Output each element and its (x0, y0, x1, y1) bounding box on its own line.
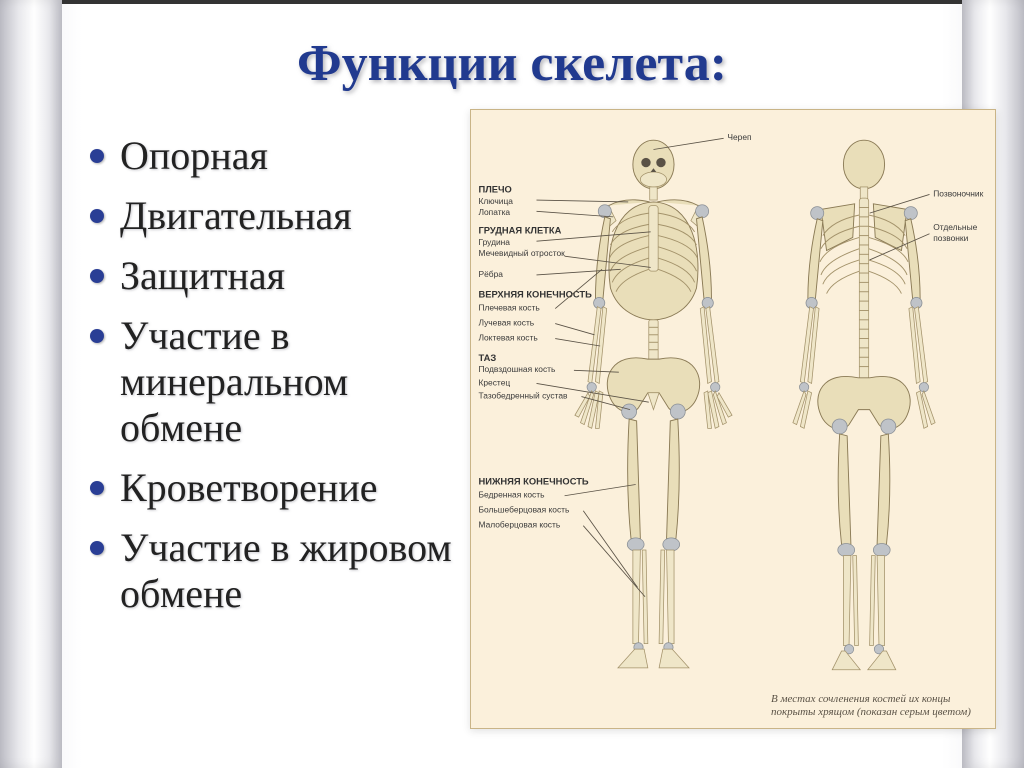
label-femur: Бедренная кость (478, 490, 545, 500)
bullet-dot-icon (90, 541, 104, 555)
list-item: Двигательная (90, 193, 460, 239)
bullet-dot-icon (90, 209, 104, 223)
heading-pelvis: ТАЗ (478, 353, 496, 363)
label-humerus: Плечевая кость (478, 302, 540, 312)
label-ulna: Локтевая кость (478, 332, 538, 342)
slide-body: Опорная Двигательная Защитная Участие в … (20, 109, 1004, 748)
label-tibia: Большеберцовая кость (478, 505, 570, 515)
list-item: Участие в жировом обмене (90, 525, 460, 617)
heading-shoulder: ПЛЕЧО (478, 185, 511, 195)
label-scapula: Лопатка (478, 207, 510, 217)
bullet-dot-icon (90, 269, 104, 283)
bullet-list: Опорная Двигательная Защитная Участие в … (90, 109, 460, 631)
skeleton-back (793, 140, 935, 670)
slide-content: Функции скелета: Опорная Двигательная За… (0, 0, 1024, 768)
list-item: Участие в минеральном обмене (90, 313, 460, 451)
label-vertebrae-2: позвонки (933, 233, 968, 243)
bullet-text: Участие в минеральном обмене (120, 313, 460, 451)
list-item: Кроветворение (90, 465, 460, 511)
label-clavicle: Ключица (478, 196, 513, 206)
slide-title: Функции скелета: (20, 34, 1004, 93)
list-item: Опорная (90, 133, 460, 179)
label-sternum: Грудина (478, 237, 510, 247)
list-item: Защитная (90, 253, 460, 299)
skeleton-front (575, 140, 732, 668)
heading-thorax: ГРУДНАЯ КЛЕТКА (478, 226, 561, 236)
label-sacrum: Крестец (478, 377, 510, 387)
bullet-text: Двигательная (120, 193, 352, 239)
label-vertebrae-1: Отдельные (933, 222, 977, 232)
label-spine: Позвоночник (933, 188, 983, 198)
heading-upper-limb: ВЕРХНЯЯ КОНЕЧНОСТЬ (478, 289, 592, 299)
skeleton-diagram: Череп ПЛЕЧО Ключица Лопатка ГРУДНАЯ КЛЕТ… (470, 109, 996, 729)
bullet-text: Участие в жировом обмене (120, 525, 460, 617)
label-ilium: Подвздошная кость (478, 364, 556, 374)
bullet-dot-icon (90, 149, 104, 163)
label-radius: Лучевая кость (478, 317, 534, 327)
label-fibula: Малоберцовая кость (478, 520, 560, 530)
diagram-caption: В местах сочленения костей их концы покр… (771, 693, 981, 721)
label-hip-joint: Тазобедренный сустав (478, 390, 568, 400)
skeleton-svg: Череп ПЛЕЧО Ключица Лопатка ГРУДНАЯ КЛЕТ… (471, 110, 995, 728)
bullet-dot-icon (90, 329, 104, 343)
slide-stage: Функции скелета: Опорная Двигательная За… (0, 0, 1024, 768)
label-ribs: Рёбра (478, 269, 503, 279)
bullet-text: Кроветворение (120, 465, 378, 511)
bullet-text: Опорная (120, 133, 268, 179)
label-skull: Череп (727, 132, 751, 142)
heading-lower-limb: НИЖНЯЯ КОНЕЧНОСТЬ (478, 477, 588, 487)
bullet-dot-icon (90, 481, 104, 495)
bullet-text: Защитная (120, 253, 285, 299)
label-xiphoid: Мечевидный отросток (478, 248, 565, 258)
